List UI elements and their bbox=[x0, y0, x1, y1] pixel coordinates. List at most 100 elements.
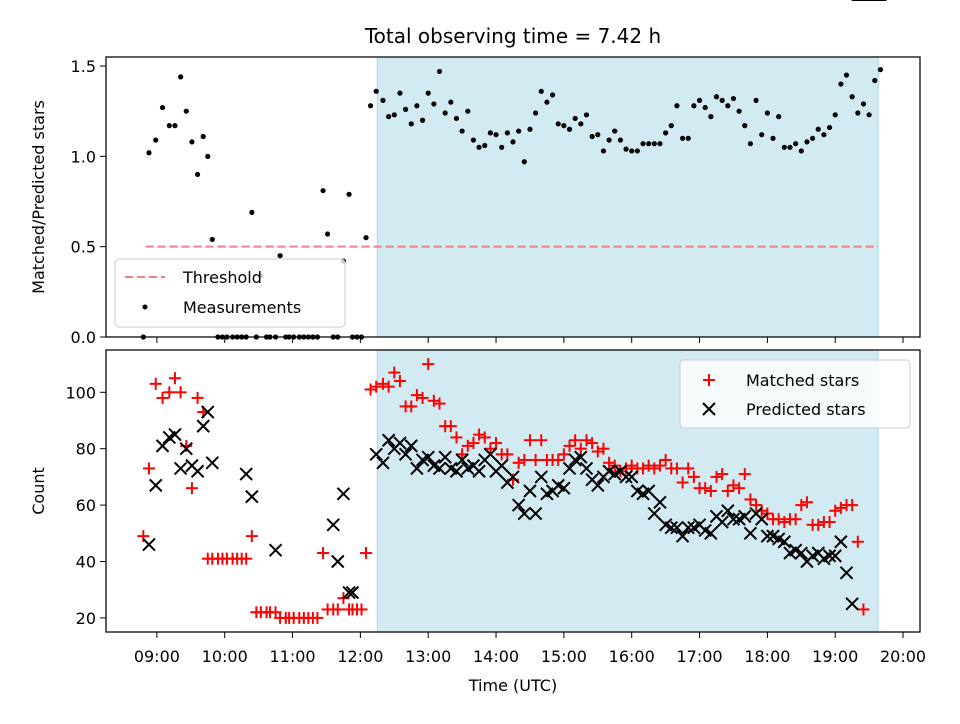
data-point bbox=[191, 391, 204, 404]
data-point bbox=[453, 115, 460, 122]
data-point bbox=[518, 453, 531, 466]
data-point bbox=[168, 427, 182, 442]
data-point bbox=[201, 405, 215, 419]
data-point bbox=[619, 470, 633, 484]
data-point bbox=[142, 462, 155, 475]
data-point bbox=[190, 464, 205, 478]
x-axis-label: Time (UTC) bbox=[468, 676, 557, 695]
data-point bbox=[648, 462, 661, 475]
data-point bbox=[682, 462, 695, 475]
data-point bbox=[544, 99, 550, 105]
data-point bbox=[245, 489, 259, 504]
data-point bbox=[331, 554, 345, 569]
data-point bbox=[625, 470, 639, 484]
data-point bbox=[566, 126, 573, 132]
data-point bbox=[249, 209, 255, 215]
data-point bbox=[393, 375, 406, 388]
data-point bbox=[798, 148, 804, 154]
data-point bbox=[829, 504, 842, 517]
data-point bbox=[369, 447, 383, 462]
data-point bbox=[629, 148, 635, 154]
data-point bbox=[591, 478, 605, 493]
data-point bbox=[516, 128, 522, 134]
data-point bbox=[586, 437, 599, 450]
data-point bbox=[388, 366, 401, 379]
data-point bbox=[591, 445, 604, 458]
data-point bbox=[730, 95, 737, 102]
data-point bbox=[527, 126, 533, 132]
data-point bbox=[776, 114, 782, 120]
data-point bbox=[245, 530, 258, 543]
data-point bbox=[657, 141, 663, 147]
data-point bbox=[472, 464, 486, 478]
data-point bbox=[467, 437, 480, 450]
data-point bbox=[436, 68, 443, 75]
data-point bbox=[676, 476, 689, 489]
data-point bbox=[493, 132, 499, 138]
data-point bbox=[637, 462, 650, 475]
legend: Matched stars Predicted stars bbox=[679, 359, 911, 429]
data-point bbox=[166, 123, 172, 129]
legend-predicted-label: Predicted stars bbox=[746, 400, 866, 419]
data-point bbox=[670, 462, 683, 475]
y-tick-label: 1.5 bbox=[71, 57, 96, 76]
data-point bbox=[470, 137, 477, 143]
data-point bbox=[317, 547, 330, 560]
data-point bbox=[603, 456, 616, 469]
data-point bbox=[719, 97, 725, 103]
predicted-stars-points bbox=[142, 0, 887, 611]
data-point bbox=[183, 108, 189, 114]
y-axis-label: Count bbox=[29, 467, 48, 515]
data-point bbox=[834, 535, 848, 549]
data-point bbox=[512, 456, 525, 469]
data-point bbox=[625, 459, 638, 472]
data-point bbox=[324, 231, 331, 237]
data-point bbox=[416, 391, 429, 404]
data-point bbox=[715, 515, 729, 529]
legend-matched-swatch bbox=[703, 374, 715, 386]
data-point bbox=[465, 108, 471, 114]
data-point bbox=[713, 94, 720, 100]
data-point bbox=[346, 191, 352, 197]
data-point bbox=[834, 501, 847, 514]
data-point bbox=[433, 397, 446, 410]
data-point bbox=[557, 448, 570, 461]
data-point bbox=[523, 434, 536, 447]
data-point bbox=[155, 439, 170, 453]
data-point bbox=[815, 126, 821, 132]
data-point bbox=[640, 141, 646, 147]
ratio-panel: 0.0 0.5 1.0 1.5 Matched/Predicted stars Thr… bbox=[29, 56, 921, 347]
y-tick-label: 1.0 bbox=[71, 147, 96, 166]
data-point bbox=[651, 141, 657, 147]
data-point bbox=[421, 450, 435, 464]
data-point bbox=[404, 439, 418, 453]
data-point bbox=[549, 92, 556, 98]
data-point bbox=[478, 431, 491, 444]
data-point bbox=[367, 103, 374, 109]
data-point bbox=[431, 101, 437, 107]
data-point bbox=[326, 518, 340, 532]
data-point bbox=[809, 135, 816, 141]
x-tick-label: 18:00 bbox=[744, 647, 790, 666]
y-tick-label: 60 bbox=[76, 496, 96, 515]
data-point bbox=[764, 110, 770, 116]
legend-box bbox=[114, 258, 346, 328]
data-point bbox=[311, 611, 324, 624]
data-point bbox=[484, 442, 497, 455]
data-point bbox=[517, 506, 532, 521]
data-point bbox=[822, 549, 837, 563]
data-point bbox=[804, 139, 810, 145]
legend-threshold-label: Threshold bbox=[182, 268, 262, 287]
data-point bbox=[405, 400, 418, 413]
y-axis-label: Matched/Predicted stars bbox=[29, 100, 48, 294]
data-point bbox=[376, 377, 389, 390]
data-point bbox=[153, 137, 159, 143]
data-point bbox=[733, 482, 746, 495]
data-point bbox=[174, 386, 187, 399]
data-point bbox=[823, 516, 836, 529]
data-point bbox=[569, 434, 582, 447]
data-point bbox=[196, 419, 210, 433]
y-tick-label: 80 bbox=[76, 440, 96, 459]
data-point bbox=[386, 114, 392, 120]
data-point bbox=[777, 535, 792, 549]
